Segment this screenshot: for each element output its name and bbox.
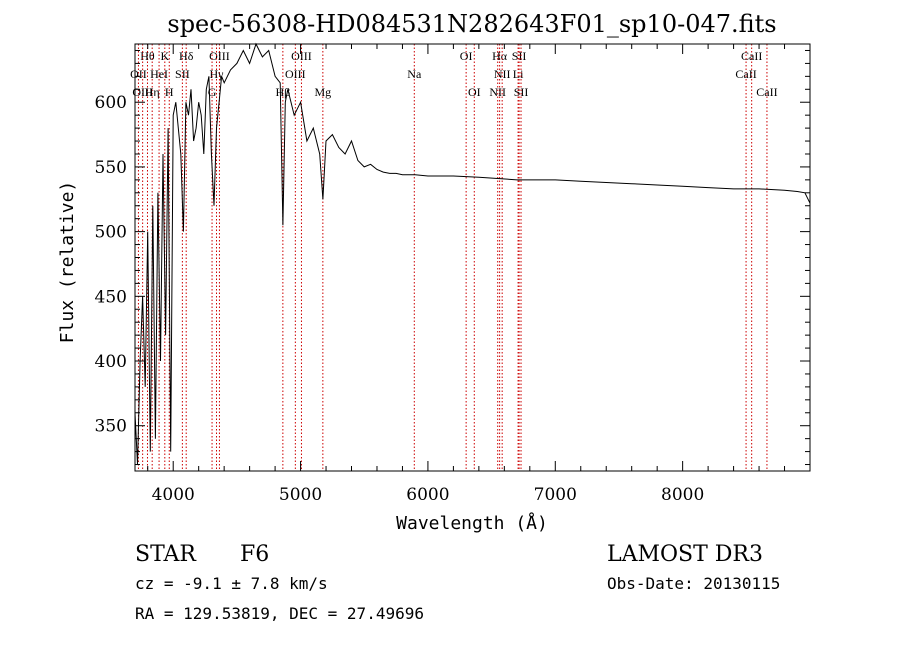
x-tick-label-4: 8000 (661, 485, 704, 505)
line-label-9: OIII (209, 49, 230, 63)
obs-date-text: Obs-Date: 20130115 (607, 574, 780, 593)
line-label-16: Na (407, 67, 422, 81)
line-label-22: SII (512, 49, 527, 63)
survey-name: LAMOST DR3 (607, 542, 763, 567)
y-axis-label: Flux (relative) (57, 181, 78, 344)
y-tick-label-5: 600 (95, 93, 127, 113)
line-label-4: HeI (150, 67, 168, 81)
line-label-1: OII (130, 67, 147, 81)
x-axis: 4000 5000 6000 7000 8000 (147, 44, 786, 505)
x-tick-label-2: 6000 (406, 485, 449, 505)
line-label-23: Li (513, 67, 524, 81)
line-label-5: K (160, 49, 169, 63)
y-axis: 350 400 450 500 550 600 (95, 49, 810, 466)
line-label-17: OI (460, 49, 473, 63)
y-tick-label-4: 550 (95, 158, 127, 178)
line-label-27: CaII (756, 85, 777, 99)
y-tick-label-3: 500 (95, 223, 127, 243)
object-subclass: F6 (240, 542, 269, 567)
x-tick-label-1: 5000 (279, 485, 322, 505)
line-label-2: OIII (132, 85, 153, 99)
y-tick-label-2: 450 (95, 287, 127, 307)
radec-text: RA = 129.53819, DEC = 27.49696 (135, 604, 424, 623)
y-tick-label-0: 350 (95, 417, 127, 437)
plot-frame (134, 43, 811, 472)
line-label-18: OI (468, 85, 481, 99)
x-tick-label-0: 4000 (152, 485, 195, 505)
x-axis-label: Wavelength (Å) (396, 512, 548, 534)
line-label-3: Hη (145, 85, 160, 99)
line-label-10: Hγ (210, 67, 225, 81)
chart-title: spec-56308-HD084531N282643F01_sp10-047.f… (167, 10, 776, 38)
line-label-6: SII (175, 67, 190, 81)
line-label-0: Hθ (140, 49, 155, 63)
line-label-7: H (165, 85, 174, 99)
redshift-text: cz = -9.1 ± 7.8 km/s (135, 574, 328, 593)
spectrum-plot (134, 42, 811, 465)
line-label-21: NII (489, 85, 506, 99)
line-label-13: OIII (285, 67, 306, 81)
line-label-20: NII (494, 67, 511, 81)
line-label-19: Hα (492, 49, 508, 63)
object-class: STAR (135, 542, 197, 567)
spectrum-series-0 (134, 42, 811, 465)
y-tick-label-1: 400 (95, 352, 127, 372)
line-label-15: Mg (315, 85, 332, 99)
line-label-24: SII (514, 85, 529, 99)
line-label-11: G (208, 85, 217, 99)
line-label-26: CaII (735, 67, 756, 81)
x-tick-label-3: 7000 (534, 485, 577, 505)
line-label-25: CaII (741, 49, 762, 63)
line-label-8: Hδ (179, 49, 194, 63)
line-label-12: OIII (291, 49, 312, 63)
